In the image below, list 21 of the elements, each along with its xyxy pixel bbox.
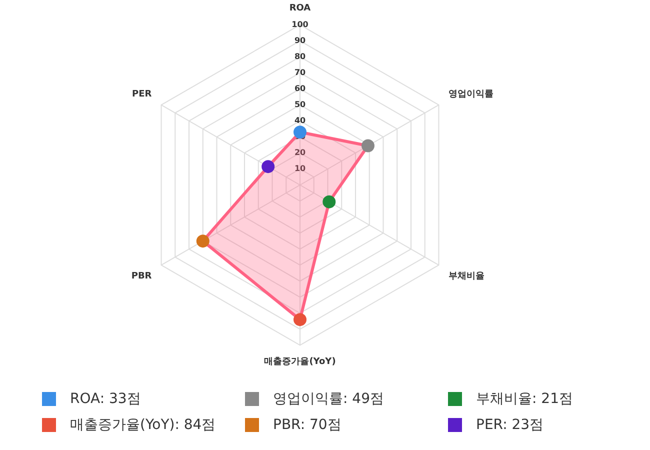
text: PER: 23점 [476, 416, 544, 434]
spoke-label: 매출증가율(YoY) [264, 356, 336, 367]
y-tick-label: 60 [294, 84, 306, 93]
y-tick-label: 80 [294, 52, 306, 61]
y-tick-label: 40 [294, 116, 306, 125]
spoke-label: PBR [131, 271, 152, 282]
spoke-label: PER [132, 89, 152, 100]
y-tick-label: 70 [294, 68, 306, 77]
text: ROA: 33점 [70, 390, 141, 408]
text: 부채비율: 21점 [476, 390, 573, 408]
text: PBR: 70점 [273, 416, 342, 434]
y-tick-label: 100 [292, 20, 309, 29]
y-tick-label: 20 [294, 148, 306, 158]
spoke-label: 영업이익률 [448, 89, 494, 100]
spoke-label: ROA [289, 4, 311, 14]
spoke-label: 부채비율 [448, 271, 484, 282]
text: 매출증가율(YoY): 84점 [70, 416, 216, 434]
y-tick-label: 90 [294, 36, 306, 45]
text: 영업이익률: 49점 [273, 390, 384, 408]
y-tick-label: 10 [294, 164, 306, 174]
y-tick-label: 50 [294, 100, 306, 109]
